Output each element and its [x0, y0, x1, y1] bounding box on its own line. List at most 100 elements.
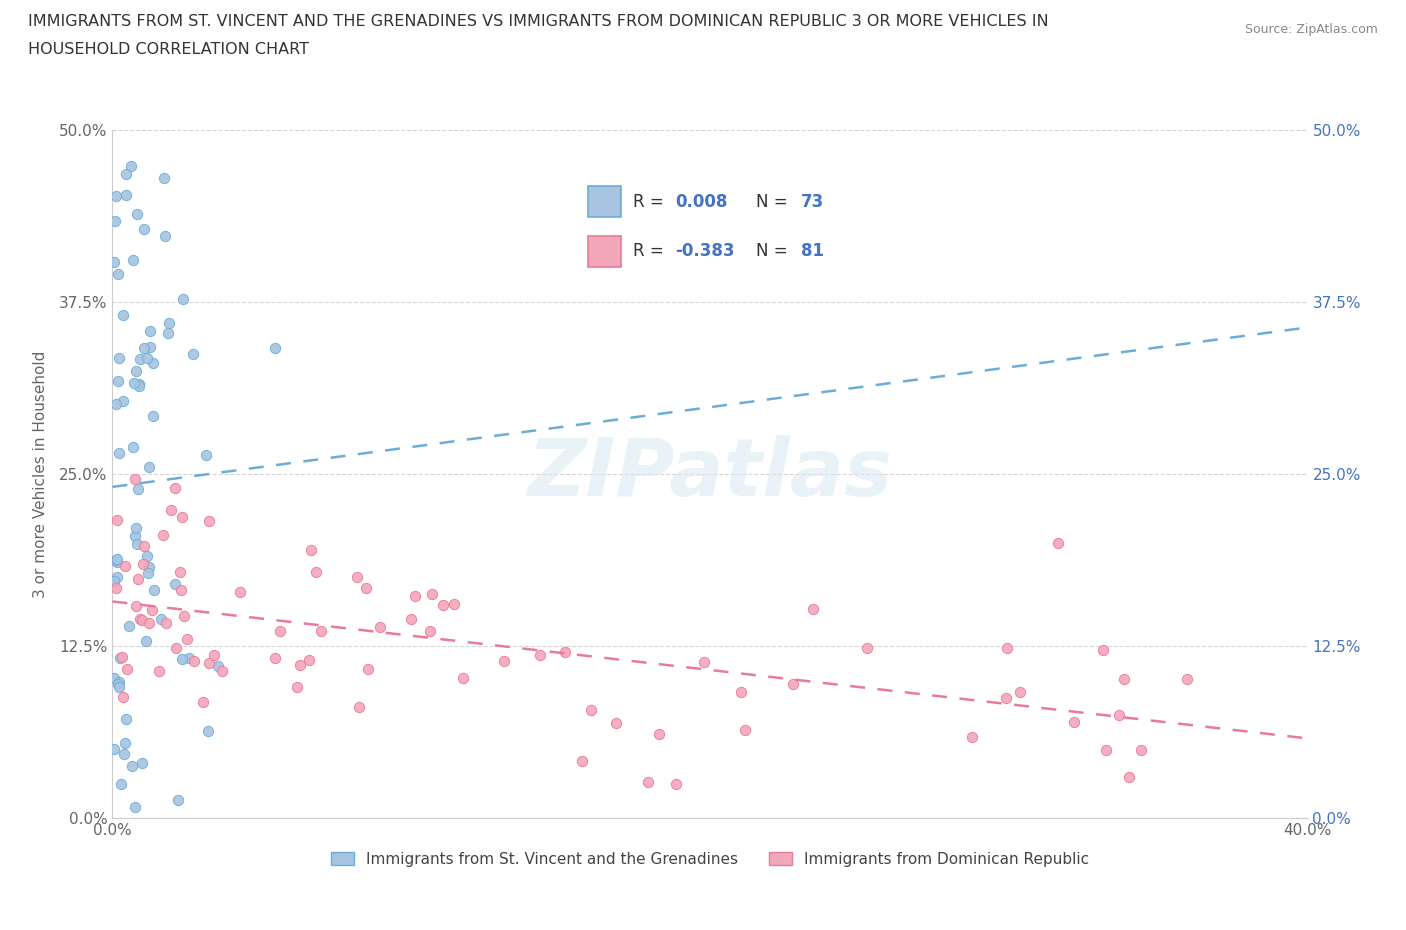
Point [124, 521, 146, 536]
Point [1130, 743, 1153, 758]
Point [128, 377, 150, 392]
Point [143, 583, 166, 598]
Point [107, 374, 129, 389]
Point [127, 482, 149, 497]
Point [141, 603, 163, 618]
Point [105, 555, 128, 570]
Point [730, 684, 752, 699]
Point [419, 623, 441, 638]
Point [105, 396, 128, 411]
Point [111, 650, 134, 665]
Point [136, 549, 159, 564]
Point [124, 472, 146, 486]
Point [347, 699, 370, 714]
Point [1108, 708, 1130, 723]
Point [1118, 769, 1140, 784]
Point [107, 674, 129, 689]
Point [309, 623, 332, 638]
Point [160, 502, 183, 517]
Point [960, 729, 983, 744]
Point [356, 580, 378, 595]
Point [115, 166, 138, 181]
Point [432, 598, 454, 613]
Point [264, 651, 287, 666]
Point [127, 572, 149, 587]
Point [648, 726, 671, 741]
Point [105, 551, 128, 566]
Point [357, 661, 380, 676]
Point [142, 408, 165, 423]
Point [153, 171, 176, 186]
Point [165, 481, 187, 496]
Point [125, 537, 148, 551]
Point [128, 352, 150, 366]
Point [801, 602, 824, 617]
Point [111, 308, 134, 323]
Point [1114, 671, 1136, 686]
Point [131, 755, 153, 770]
Point [404, 589, 426, 604]
Point [152, 527, 174, 542]
Point [287, 680, 309, 695]
Point [157, 326, 180, 340]
Point [665, 777, 688, 791]
Point [169, 565, 191, 579]
Text: IMMIGRANTS FROM ST. VINCENT AND THE GRENADINES VS IMMIGRANTS FROM DOMINICAN REPU: IMMIGRANTS FROM ST. VINCENT AND THE GREN… [28, 14, 1049, 29]
Text: HOUSEHOLD CORRELATION CHART: HOUSEHOLD CORRELATION CHART [28, 42, 309, 57]
Y-axis label: 3 or more Vehicles in Household: 3 or more Vehicles in Household [32, 351, 48, 598]
Point [173, 609, 195, 624]
Point [115, 711, 138, 726]
Point [399, 611, 422, 626]
Point [856, 641, 879, 656]
Point [995, 641, 1018, 656]
Point [290, 658, 312, 672]
Point [170, 510, 193, 525]
Point [167, 793, 190, 808]
Point [104, 581, 127, 596]
Point [104, 552, 127, 567]
Point [1008, 684, 1031, 699]
Point [176, 631, 198, 646]
Point [197, 724, 219, 738]
Point [139, 324, 162, 339]
Point [269, 624, 291, 639]
Point [228, 585, 250, 600]
Point [110, 650, 132, 665]
Point [1091, 643, 1114, 658]
Point [153, 229, 176, 244]
Point [299, 542, 322, 557]
Point [118, 618, 141, 633]
Point [108, 445, 131, 460]
Point [114, 559, 136, 574]
Point [1095, 743, 1118, 758]
Point [104, 214, 127, 229]
Point [197, 655, 219, 670]
Point [115, 661, 138, 676]
Point [211, 664, 233, 679]
Point [451, 671, 474, 685]
Point [103, 574, 125, 589]
Point [128, 379, 150, 393]
Point [305, 565, 328, 579]
Point [346, 570, 368, 585]
Point [136, 351, 159, 365]
Point [110, 777, 132, 791]
Text: ZIPatlas: ZIPatlas [527, 435, 893, 513]
Point [994, 690, 1017, 705]
Point [108, 351, 131, 365]
Point [120, 159, 142, 174]
Point [103, 574, 125, 589]
Point [138, 560, 160, 575]
Point [529, 647, 551, 662]
Point [134, 340, 156, 355]
Point [121, 759, 143, 774]
Point [494, 654, 516, 669]
Point [148, 664, 170, 679]
Point [149, 612, 172, 627]
Point [197, 513, 219, 528]
Point [132, 538, 155, 553]
Point [138, 459, 160, 474]
Point [112, 690, 135, 705]
Point [581, 703, 603, 718]
Point [183, 654, 205, 669]
